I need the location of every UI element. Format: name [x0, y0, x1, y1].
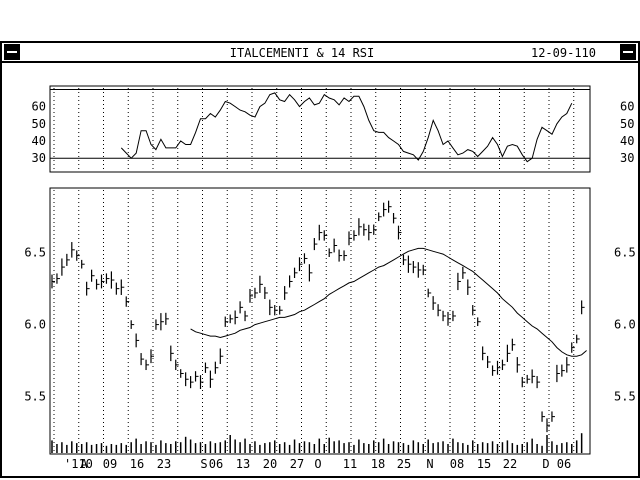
x-tick-label: 27 [290, 457, 304, 471]
rsi-tick-label-right: 40 [620, 134, 634, 148]
chart-title: ITALCEMENTI & 14 RSI [230, 46, 375, 60]
rsi-tick-label-left: 50 [32, 117, 46, 131]
x-tick-label: '110 [64, 457, 93, 471]
system-menu-button[interactable] [4, 44, 20, 60]
x-tick-label: D [542, 457, 549, 471]
chart-date: 12-09-110 [531, 46, 596, 60]
x-tick-label: 06 [209, 457, 223, 471]
x-tick-label: 20 [263, 457, 277, 471]
x-tick-label: 09 [103, 457, 117, 471]
rsi-line [120, 92, 573, 163]
moving-average-series [190, 247, 587, 357]
price-grid [53, 190, 575, 452]
rsi-tick-label-left: 40 [32, 134, 46, 148]
price-series [51, 200, 585, 433]
moving-average-line [190, 247, 587, 357]
price-y-axis: 5.5 5.5 6.0 6.0 6.5 6.5 [24, 246, 635, 404]
x-tick-label: 06 [557, 457, 571, 471]
rsi-tick-label-right: 30 [620, 151, 634, 165]
x-tick-label: 22 [503, 457, 517, 471]
x-tick-label: S [200, 457, 207, 471]
minus-icon [623, 51, 633, 53]
rsi-panel: 30 30 40 40 50 50 60 60 [32, 85, 634, 173]
price-tick-label-left: 6.5 [24, 246, 46, 260]
price-tick-label-right: 6.0 [614, 318, 636, 332]
x-tick-label: 18 [371, 457, 385, 471]
x-tick-label: 13 [236, 457, 250, 471]
rsi-tick-label-right: 60 [620, 100, 634, 114]
price-tick-label-right: 5.5 [614, 389, 636, 403]
rsi-tick-label-right: 50 [620, 117, 634, 131]
x-tick-label: O [314, 457, 321, 471]
x-tick-label: 25 [397, 457, 411, 471]
price-tick-label-left: 5.5 [24, 389, 46, 403]
price-tick-label-right: 6.5 [614, 246, 636, 260]
x-tick-label: 23 [157, 457, 171, 471]
x-tick-label: A [80, 457, 88, 471]
window-close-button[interactable] [620, 44, 636, 60]
rsi-tick-label-left: 30 [32, 151, 46, 165]
x-tick-label: 08 [450, 457, 464, 471]
volume-series [51, 433, 583, 453]
rsi-tick-label-left: 60 [32, 100, 46, 114]
x-tick-label: 11 [343, 457, 357, 471]
minus-icon [7, 51, 17, 53]
title-bar: ITALCEMENTI & 14 RSI 12-09-110 [0, 41, 640, 478]
rsi-series [120, 92, 573, 163]
price-tick-label-left: 6.0 [24, 318, 46, 332]
x-tick-label: N [426, 457, 433, 471]
x-tick-label: 16 [130, 457, 144, 471]
x-tick-label: 15 [477, 457, 491, 471]
rsi-y-axis: 30 30 40 40 50 50 60 60 [32, 88, 634, 165]
